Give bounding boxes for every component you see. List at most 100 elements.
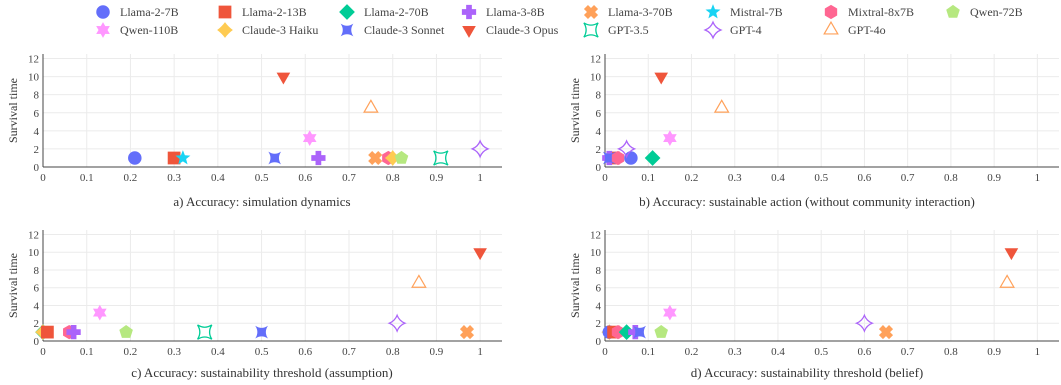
- x-tick-label: 0.2: [685, 346, 699, 358]
- point-llama-2-70b[interactable]: [618, 324, 635, 340]
- legend-item-llama-3-70b[interactable]: Llama-3-70B: [580, 2, 673, 22]
- point-gpt-4[interactable]: [470, 139, 490, 159]
- legend-marker-gpt-4: [703, 20, 723, 40]
- point-claude-3-sonnet[interactable]: [255, 325, 268, 339]
- point-mixtral-8x7b[interactable]: [611, 150, 625, 166]
- point-qwen-110b[interactable]: [663, 130, 677, 146]
- point-llama-3-8b[interactable]: [628, 324, 643, 340]
- point-qwen-72b[interactable]: [119, 324, 133, 338]
- y-tick-label: 4: [34, 126, 40, 138]
- legend-marker-llama-3-70b: [583, 4, 599, 20]
- y-tick-label: 8: [596, 265, 602, 277]
- legend-item-qwen-110b[interactable]: Qwen-110B: [92, 20, 178, 40]
- legend-item-qwen-72b[interactable]: Qwen-72B: [942, 2, 1023, 22]
- point-llama-2-7b[interactable]: [624, 151, 638, 165]
- point-llama-3-70b[interactable]: [457, 322, 477, 342]
- legend-item-gpt-3-5[interactable]: GPT-3.5: [580, 20, 649, 40]
- point-llama-3-8b[interactable]: [66, 324, 81, 340]
- point-llama-2-13b[interactable]: [41, 325, 54, 339]
- x-tick-label: 0.1: [80, 346, 94, 358]
- x-tick-label: 0.2: [124, 172, 138, 184]
- point-qwen-72b[interactable]: [394, 150, 409, 164]
- point-gpt-3-5[interactable]: [197, 324, 213, 340]
- legend-item-claude-3-haiku[interactable]: Claude-3 Haiku: [214, 20, 318, 40]
- point-llama-2-13b[interactable]: [167, 151, 181, 165]
- point-gpt-4o[interactable]: [713, 99, 730, 113]
- legend-label: GPT-4o: [848, 22, 886, 37]
- legend-label: GPT-3.5: [608, 22, 649, 37]
- y-tick-label: 12: [28, 54, 39, 66]
- point-mistral-7b[interactable]: [175, 150, 191, 165]
- x-tick-label: 0.5: [255, 172, 269, 184]
- point-claude-3-haiku[interactable]: [384, 150, 401, 166]
- point-gpt-4[interactable]: [616, 139, 637, 159]
- point-llama-3-70b[interactable]: [876, 322, 896, 342]
- legend-item-llama-2-13b[interactable]: Llama-2-13B: [214, 2, 307, 22]
- x-tick-label: 0.3: [167, 346, 181, 358]
- point-claude-3-opus[interactable]: [654, 72, 669, 85]
- y-axis-label: Survival time: [6, 253, 20, 318]
- legend-item-mistral-7b[interactable]: Mistral-7B: [702, 2, 783, 22]
- x-tick-label: 0.9: [430, 172, 444, 184]
- scatter-plot-2: 0 0.1 0.2 0.3 0.4 0.5 0.6 0.7 0.8 0.9 1024681012Su…: [6, 229, 502, 358]
- point-mixtral-8x7b[interactable]: [611, 324, 625, 340]
- point-claude-3-sonnet[interactable]: [268, 151, 282, 165]
- legend-marker-llama-2-7b: [96, 5, 110, 19]
- legend-item-claude-3-sonnet[interactable]: Claude-3 Sonnet: [336, 20, 444, 40]
- y-axis-label: Survival time: [568, 253, 582, 318]
- y-tick-label: 2: [596, 144, 602, 156]
- point-llama-3-8b[interactable]: [311, 150, 326, 166]
- legend-marker-claude-3-haiku: [217, 22, 233, 38]
- legend-item-gpt-4o[interactable]: GPT-4o: [820, 20, 886, 40]
- panel-sustainable-action: 0 0.1 0.2 0.3 0.4 0.5 0.6 0.7 0.8 0.9 1 0 2 4 6 8 10 12 Su…: [551, 50, 1061, 187]
- y-tick-label: 6: [34, 283, 40, 295]
- legend-item-llama-2-7b[interactable]: Llama-2-7B: [92, 2, 179, 22]
- grid: [42, 54, 502, 168]
- legend-marker-claude-3-opus: [462, 26, 476, 38]
- point-qwen-110b[interactable]: [663, 304, 677, 321]
- point-gpt-4[interactable]: [854, 313, 875, 333]
- point-claude-3-sonnet[interactable]: [633, 325, 646, 339]
- y-tick-label: 8: [34, 90, 40, 102]
- x-tick-label: 0: [602, 346, 608, 358]
- point-gpt-4[interactable]: [387, 313, 407, 333]
- x-tick-label: 0.4: [771, 346, 785, 358]
- y-tick-label: 10: [28, 247, 40, 259]
- y-tick-label: 2: [34, 144, 40, 156]
- legend-marker-gpt-4o: [823, 20, 839, 35]
- legend-label: Claude-3 Sonnet: [364, 22, 445, 37]
- x-tick-label: 0.1: [641, 346, 655, 358]
- y-tick-label: 2: [596, 318, 602, 330]
- legend-item-gpt-4[interactable]: GPT-4: [702, 20, 762, 40]
- x-tick-label: 0.5: [255, 346, 269, 358]
- point-llama-2-70b[interactable]: [644, 150, 661, 166]
- x-tick-label: 1: [477, 172, 483, 184]
- legend-label: Llama-2-13B: [242, 4, 307, 19]
- legend-item-llama-2-70b[interactable]: Llama-2-70B: [336, 2, 429, 22]
- y-tick-label: 6: [34, 108, 40, 120]
- point-llama-3-70b[interactable]: [365, 148, 385, 168]
- legend-marker-claude-3-sonnet: [340, 23, 354, 37]
- x-tick-label: 0.3: [728, 346, 742, 358]
- point-llama-2-7b[interactable]: [128, 151, 142, 165]
- legend-label: Mistral-7B: [730, 4, 783, 19]
- panel-simulation-dynamics: 0 0.1 0.2 0.3 0.4 0.5 0.6 0.7 0.8 0.9 1 0 2 4 6 8 10 12 Su…: [0, 50, 510, 187]
- point-gpt-4o[interactable]: [363, 99, 379, 113]
- legend-item-llama-3-8b[interactable]: Llama-3-8B: [458, 2, 545, 22]
- caption-b: b) Accuracy: sustainable action (without…: [639, 194, 975, 209]
- point-claude-3-opus[interactable]: [1004, 248, 1019, 261]
- point-claude-3-opus[interactable]: [473, 248, 487, 261]
- legend-item-claude-3-opus[interactable]: Claude-3 Opus: [458, 20, 558, 40]
- point-gpt-4o[interactable]: [999, 274, 1015, 288]
- point-qwen-110b[interactable]: [302, 130, 317, 146]
- point-gpt-3-5[interactable]: [433, 150, 449, 166]
- x-tick-label: 0.7: [901, 172, 915, 184]
- legend-item-mixtral-8x7b[interactable]: Mixtral-8x7B: [820, 2, 914, 22]
- point-qwen-110b[interactable]: [92, 304, 107, 321]
- point-gpt-4o[interactable]: [411, 274, 427, 288]
- point-claude-3-opus[interactable]: [276, 72, 291, 85]
- x-tick-label: 0.8: [944, 172, 958, 184]
- point-qwen-72b[interactable]: [654, 324, 668, 338]
- legend-label: GPT-4: [730, 22, 762, 37]
- x-tick-label: 1: [1035, 346, 1041, 358]
